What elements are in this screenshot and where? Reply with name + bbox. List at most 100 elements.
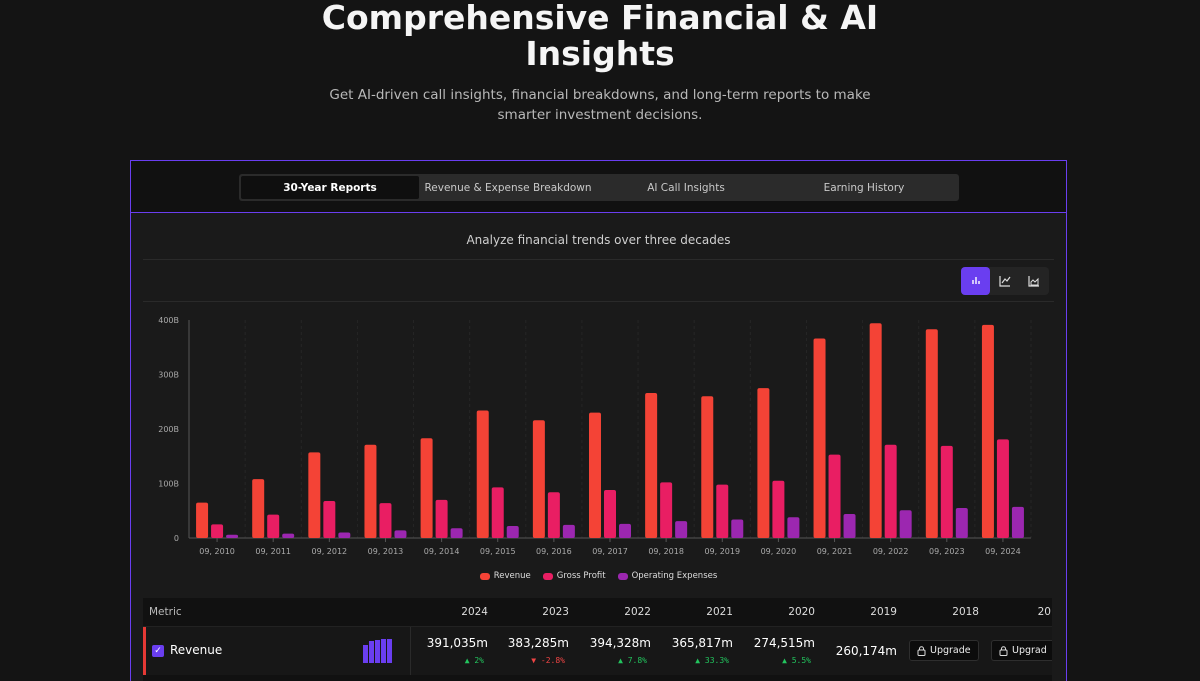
divider [143, 259, 1054, 260]
chart-type-switcher [961, 267, 1049, 295]
bar-gross-profit [267, 514, 280, 538]
bar-operating-expenses [1011, 506, 1024, 538]
x-tick-label: 09, 2019 [704, 547, 740, 556]
legend-swatch [617, 572, 628, 580]
tab-ai-call-insights[interactable]: AI Call Insights [647, 181, 725, 194]
y-tick-label: 300B [158, 371, 179, 380]
legend-revenue[interactable]: Revenue [479, 571, 531, 581]
x-tick-label: 09, 2012 [312, 547, 348, 556]
bar-gross-profit [211, 524, 224, 538]
tab-earning-history[interactable]: Earning History [823, 181, 905, 194]
tab-revenue-expense-breakdown[interactable]: Revenue & Expense Breakdown [424, 181, 592, 194]
legend-swatch [479, 572, 490, 580]
bar-gross-profit [660, 482, 673, 538]
bar-operating-expenses [562, 524, 575, 538]
divider [143, 301, 1054, 302]
chart-legend: Revenue Gross Profit Operating Expenses [131, 571, 1066, 581]
area-chart-icon [1028, 276, 1040, 287]
legend-gross-profit[interactable]: Gross Profit [542, 571, 606, 581]
page-subtitle: Get AI-driven call insights, financial b… [300, 85, 900, 125]
table-row[interactable]: ✓ Revenue 391,035m ▲ 2% 383,285m ▼ -2.8%… [143, 627, 1052, 675]
table-header: Metric 2024 2023 2022 2021 2020 2019 201… [143, 598, 1052, 627]
bar-revenue [532, 420, 545, 538]
bar-gross-profit [323, 500, 336, 538]
title-line-1: Comprehensive Financial & AI [321, 0, 879, 37]
bar-revenue [308, 452, 321, 538]
bar-revenue [252, 479, 265, 538]
year-header: 2018 [952, 606, 979, 618]
lock-icon [999, 645, 1008, 656]
bar-gross-profit [828, 454, 841, 538]
bar-gross-profit [604, 490, 616, 538]
bar-revenue [869, 323, 882, 538]
tab-bar: 30-Year Reports Revenue & Expense Breakd… [131, 161, 1066, 213]
row-label: Revenue [170, 643, 223, 657]
bar-gross-profit [772, 480, 785, 538]
bar-gross-profit [716, 484, 729, 538]
chart-caption: Analyze financial trends over three deca… [466, 233, 731, 247]
sparkline-bar [381, 639, 386, 663]
subtitle-line-2: smarter investment decisions. [497, 107, 703, 123]
bar-chart-icon [971, 277, 980, 284]
bar-operating-expenses [731, 519, 744, 538]
row-checkbox[interactable]: ✓ [152, 645, 164, 657]
sparkline-bar [375, 640, 380, 663]
sparkline-bar [387, 639, 392, 663]
line-chart-button[interactable] [990, 267, 1019, 295]
bar-gross-profit [940, 445, 953, 538]
year-header: 2019 [870, 606, 897, 618]
legend-operating-expenses[interactable]: Operating Expenses [617, 571, 717, 581]
financial-bar-chart: 0 100B 200B 300B 400B 09, 2010 09, 2011 09, 201… [158, 316, 1032, 556]
bar-revenue [364, 444, 377, 538]
line-chart-icon [999, 276, 1011, 287]
bar-operating-expenses [843, 514, 856, 538]
bar-revenue [645, 393, 658, 538]
bar-gross-profit [996, 439, 1009, 538]
x-tick-label: 09, 2017 [592, 547, 628, 556]
bar-gross-profit [547, 492, 560, 538]
bar-operating-expenses [899, 510, 912, 538]
x-tick-label: 09, 2021 [817, 547, 853, 556]
bar-operating-expenses [955, 508, 968, 538]
page-title: Comprehensive Financial & AI Insights [0, 0, 1200, 72]
subtitle-line-1: Get AI-driven call insights, financial b… [329, 87, 871, 103]
bar-revenue [476, 410, 489, 538]
x-tick-label: 09, 2015 [480, 547, 516, 556]
y-tick-label: 0 [174, 534, 179, 543]
bar-operating-expenses [338, 532, 351, 538]
year-header: 2023 [542, 606, 569, 618]
x-tick-label: 09, 2020 [761, 547, 797, 556]
bar-revenue [981, 324, 994, 538]
upgrade-button[interactable]: Upgrade [909, 640, 979, 661]
bar-revenue [757, 388, 770, 538]
y-tick-label: 100B [158, 480, 179, 489]
metric-header: Metric [149, 606, 182, 618]
x-tick-label: 09, 2010 [199, 547, 235, 556]
x-tick-label: 09, 2023 [929, 547, 965, 556]
x-tick-label: 09, 2016 [536, 547, 572, 556]
sparkline [363, 639, 392, 663]
upgrade-button[interactable]: Upgrad [991, 640, 1052, 661]
bar-operating-expenses [675, 521, 688, 538]
x-tick-label: 09, 2018 [648, 547, 684, 556]
bar-operating-expenses [787, 517, 800, 538]
row-accent [143, 627, 146, 675]
year-header: 2024 [461, 606, 488, 618]
x-tick-label: 09, 2011 [255, 547, 291, 556]
tab-list: 30-Year Reports Revenue & Expense Breakd… [239, 174, 959, 201]
metrics-table: Metric 2024 2023 2022 2021 2020 2019 201… [143, 598, 1052, 681]
bar-operating-expenses [619, 523, 631, 538]
area-chart-button[interactable] [1020, 267, 1049, 295]
y-tick-label: 200B [158, 425, 179, 434]
bar-gross-profit [491, 487, 504, 538]
bar-revenue [589, 412, 601, 538]
x-tick-label: 09, 2014 [424, 547, 460, 556]
bar-gross-profit [379, 503, 392, 538]
bar-chart-button[interactable] [961, 267, 991, 295]
year-header: 2021 [706, 606, 733, 618]
x-tick-label: 09, 2022 [873, 547, 909, 556]
bar-operating-expenses [282, 533, 295, 538]
tab-30-year-reports[interactable]: 30-Year Reports [241, 176, 419, 199]
bar-gross-profit [435, 499, 448, 538]
year-header: 20 [1037, 606, 1051, 618]
